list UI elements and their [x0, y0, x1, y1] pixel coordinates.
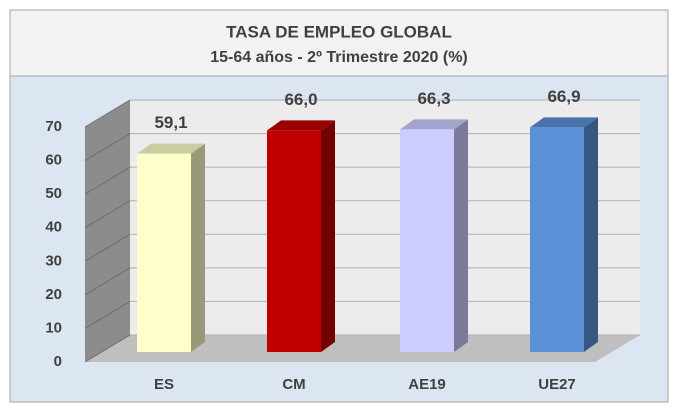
bar-side: [584, 117, 598, 353]
y-tick-label: 20: [45, 286, 62, 303]
chart-subtitle: 15-64 años - 2º Trimestre 2020 (%): [210, 49, 468, 66]
side-wall: [85, 100, 130, 362]
value-label: 59,1: [154, 113, 187, 132]
bar-side: [321, 120, 335, 352]
y-tick-label: 60: [45, 152, 62, 169]
bar-top: [400, 119, 468, 130]
side-grid-line: [84, 99, 131, 128]
bar-side: [191, 143, 205, 352]
chart-title: TASA DE EMPLEO GLOBAL: [226, 22, 452, 41]
plot: 0 10 20 30 40 50 60 70 59,1 ES 66,0 CM 66,3 AE19 66,9 U…: [45, 87, 640, 393]
bar: [267, 130, 321, 352]
bar-top: [530, 117, 598, 128]
x-tick-label: AE19: [408, 376, 446, 393]
bar-top: [137, 143, 205, 154]
side-grid-line: [84, 267, 131, 296]
y-tick-label: 10: [45, 319, 62, 336]
x-tick-label: CM: [282, 376, 305, 393]
y-tick-label: 40: [45, 219, 62, 236]
bar-side: [454, 119, 468, 353]
side-grid-line: [84, 300, 131, 329]
title-box: [9, 9, 669, 77]
y-tick-label: 0: [54, 353, 62, 370]
bar-top: [267, 120, 335, 131]
side-grid-line: [84, 166, 131, 195]
value-label: 66,0: [284, 90, 317, 109]
back-wall: [130, 100, 640, 335]
x-tick-label: UE27: [538, 376, 576, 393]
y-tick-label: 70: [45, 118, 62, 135]
floor: [85, 335, 640, 362]
value-label: 66,9: [547, 87, 580, 106]
side-grid-line: [84, 200, 131, 229]
x-tick-label: ES: [154, 376, 174, 393]
value-label: 66,3: [417, 89, 450, 108]
side-grid-line: [84, 334, 131, 363]
side-grid-line: [84, 133, 131, 162]
y-tick-label: 50: [45, 185, 62, 202]
bar: [530, 127, 584, 353]
side-grid-line: [84, 233, 131, 262]
y-tick-label: 30: [45, 252, 62, 269]
bar: [137, 153, 191, 352]
bar: [400, 129, 454, 352]
